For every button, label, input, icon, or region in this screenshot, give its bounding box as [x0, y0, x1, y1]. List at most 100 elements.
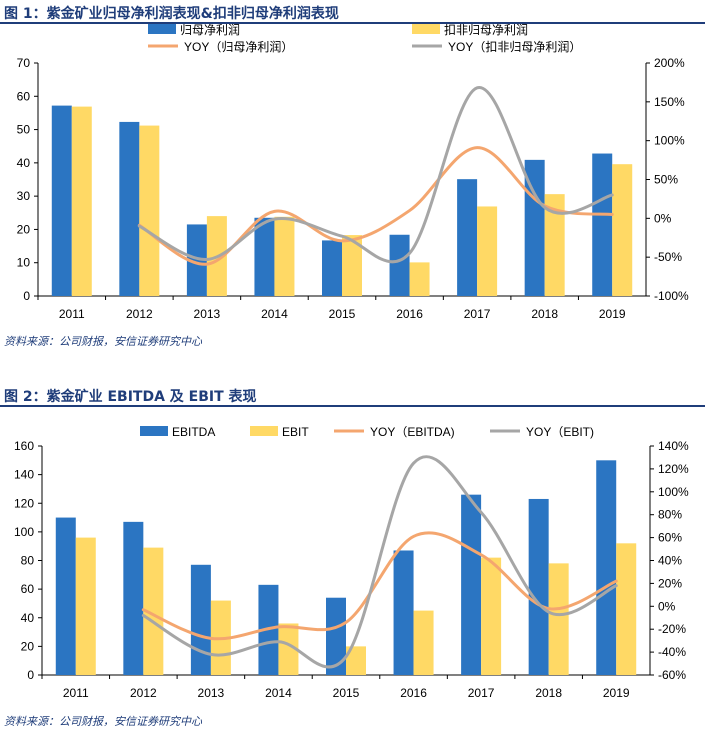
bar-primary — [190, 564, 211, 675]
right-tick-label: 20% — [658, 576, 682, 590]
figure-2-divider — [0, 405, 705, 407]
bar-primary — [254, 217, 275, 296]
legend-swatch — [250, 426, 278, 436]
right-tick-label: 100% — [654, 134, 685, 148]
figure-1-source: 资料来源：公司财报，安信证券研究中心 — [4, 335, 202, 348]
legend-swatch — [140, 426, 168, 436]
bar-secondary — [143, 547, 164, 675]
bar-secondary — [612, 164, 633, 296]
left-tick-label: 0 — [27, 668, 34, 682]
bar-primary — [322, 240, 342, 296]
legend-label: YOY（扣非归母净利润） — [448, 40, 581, 54]
x-tick-label: 2014 — [265, 686, 292, 700]
legend-label: 归母净利润 — [180, 24, 240, 37]
bar-primary — [186, 224, 207, 296]
bar-secondary — [477, 206, 498, 296]
right-tick-label: 150% — [654, 95, 685, 109]
right-tick-label: 60% — [658, 531, 682, 545]
x-tick-label: 2018 — [531, 307, 558, 321]
figure-2-title: 图 2：紫金矿业 EBITDA 及 EBIT 表现 — [4, 389, 257, 405]
bar-primary — [592, 153, 613, 296]
legend-label: 扣非归母净利润 — [444, 24, 528, 37]
bar-primary — [119, 121, 140, 296]
legend-label: YOY（归母净利润） — [184, 40, 293, 54]
x-tick-label: 2011 — [59, 307, 85, 321]
left-tick-label: 70 — [17, 56, 31, 70]
x-tick-label: 2019 — [599, 307, 626, 321]
right-tick-label: 50% — [654, 173, 678, 187]
legend-label: YOY（EBIT) — [526, 425, 594, 439]
left-tick-label: 80 — [21, 554, 35, 568]
x-tick-label: 2014 — [261, 307, 288, 321]
right-tick-label: 120% — [658, 462, 689, 476]
bar-primary — [326, 597, 346, 675]
figure-2-source: 资料来源：公司财报，安信证券研究中心 — [4, 715, 202, 728]
left-tick-label: 40 — [21, 611, 35, 625]
left-tick-label: 20 — [21, 639, 35, 653]
bar-secondary — [342, 235, 362, 296]
series-line-secondary — [141, 455, 618, 669]
left-tick-label: 40 — [17, 156, 31, 170]
bar-secondary — [346, 646, 366, 675]
bar-primary — [51, 105, 72, 296]
left-tick-label: 10 — [17, 256, 31, 270]
left-tick-label: 140 — [14, 468, 34, 482]
legend-swatch — [148, 24, 176, 34]
figure-2-chart: 0 20 40 60 80 100 120 140 160 -60% -40% -20% 0% 20% 40… — [14, 425, 689, 700]
figure-1-divider — [0, 22, 705, 24]
left-tick-label: 60 — [21, 582, 35, 596]
bar-primary — [596, 460, 617, 675]
bar-secondary — [139, 125, 160, 296]
right-tick-label: -20% — [658, 622, 686, 636]
bar-primary — [123, 521, 144, 675]
x-tick-label: 2013 — [194, 307, 221, 321]
x-tick-label: 2016 — [396, 307, 423, 321]
series-line-secondary — [137, 86, 614, 264]
x-tick-label: 2016 — [400, 686, 427, 700]
left-tick-label: 60 — [17, 89, 31, 103]
x-tick-label: 2012 — [130, 686, 157, 700]
x-tick-label: 2019 — [603, 686, 630, 700]
bar-secondary — [616, 543, 637, 675]
figure-1-chart: 0 10 20 30 40 50 60 70 -100% -50% 0% 50% 100% 150% 200… — [17, 24, 689, 321]
left-tick-label: 30 — [17, 189, 31, 203]
x-tick-label: 2015 — [329, 307, 356, 321]
figure-1-title: 图 1：紫金矿业归母净利润表现&扣非归母净利润表现 — [4, 6, 339, 22]
right-tick-label: 200% — [654, 56, 685, 70]
x-tick-label: 2011 — [63, 686, 89, 700]
right-tick-label: -50% — [654, 250, 682, 264]
left-tick-label: 120 — [14, 496, 34, 510]
left-tick-label: 100 — [14, 525, 34, 539]
right-tick-label: 140% — [658, 439, 689, 453]
x-tick-label: 2017 — [464, 307, 491, 321]
bar-secondary — [71, 106, 92, 297]
right-tick-label: -100% — [654, 289, 689, 303]
legend-label: YOY（EBITDA) — [370, 425, 455, 439]
left-tick-label: 0 — [23, 289, 30, 303]
legend-swatch — [412, 24, 440, 34]
series-line-primary — [137, 146, 614, 266]
x-tick-label: 2013 — [198, 686, 225, 700]
legend-label: EBITDA — [172, 425, 215, 439]
right-tick-label: -40% — [658, 645, 686, 659]
x-tick-label: 2018 — [535, 686, 562, 700]
right-tick-label: -60% — [658, 668, 686, 682]
bar-primary — [389, 234, 410, 296]
bar-secondary — [278, 623, 299, 675]
right-tick-label: 80% — [658, 508, 682, 522]
bar-secondary — [409, 262, 430, 296]
bar-secondary — [544, 194, 565, 296]
right-tick-label: 40% — [658, 554, 682, 568]
bar-secondary — [413, 610, 434, 675]
bar-primary — [393, 550, 414, 675]
x-tick-label: 2012 — [126, 307, 153, 321]
right-tick-label: 100% — [658, 485, 689, 499]
left-tick-label: 160 — [14, 439, 34, 453]
bar-primary — [461, 494, 482, 675]
right-tick-label: 0% — [654, 211, 672, 225]
x-tick-label: 2015 — [333, 686, 360, 700]
right-tick-label: 0% — [658, 599, 676, 613]
bar-secondary — [481, 557, 502, 675]
left-tick-label: 50 — [17, 123, 31, 137]
bar-secondary — [75, 537, 96, 675]
